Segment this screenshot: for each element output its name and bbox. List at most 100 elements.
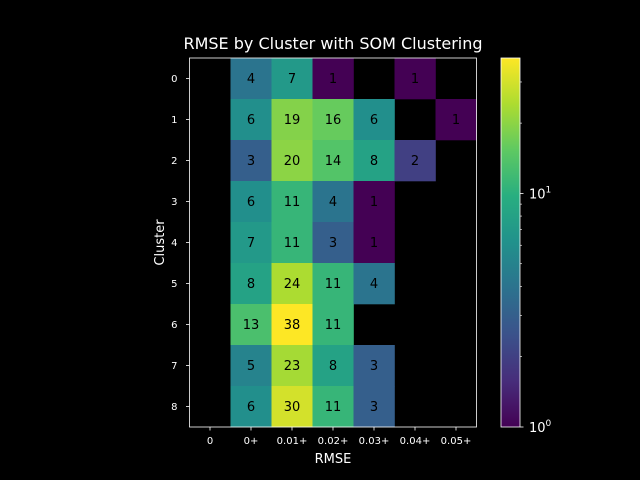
heatmap-cell	[230, 304, 272, 346]
heatmap-cell	[353, 99, 395, 141]
heatmap-cell	[230, 58, 272, 100]
colorbar-tick-label: 101	[529, 185, 551, 202]
heatmap-cell	[394, 140, 436, 182]
cell-value-label: 11	[325, 318, 342, 333]
colorbar: 100 101	[500, 57, 552, 436]
cell-value-label: 6	[247, 195, 255, 210]
cell-value-label: 14	[325, 154, 342, 169]
cell-value-label: 1	[370, 195, 378, 210]
y-axis-ticks: 0 1 2 3 4 5 6 7 8	[171, 74, 190, 413]
cell-value-label: 23	[284, 359, 301, 374]
cell-value-label: 6	[247, 400, 255, 415]
cell-value-label: 7	[247, 236, 255, 251]
cell-value-label: 4	[247, 72, 255, 87]
heatmap-cell	[353, 345, 395, 387]
x-tick-label: 0.03+	[359, 436, 390, 447]
heatmap-cell	[353, 140, 395, 182]
cell-value-label: 19	[284, 113, 301, 128]
chart-title: RMSE by Cluster with SOM Clustering	[183, 34, 482, 53]
heatmap-cell	[312, 386, 354, 428]
colorbar-gradient	[501, 58, 520, 427]
cell-value-label: 2	[411, 154, 419, 169]
cell-value-label: 11	[284, 195, 301, 210]
y-axis-label: Cluster	[153, 219, 168, 266]
x-axis-ticks: 0 0+ 0.01+ 0.02+ 0.03+ 0.04+ 0.05+	[207, 427, 472, 447]
cell-value-label: 11	[325, 400, 342, 415]
cell-value-label: 3	[370, 400, 378, 415]
cell-value-label: 3	[247, 154, 255, 169]
heatmap-cell	[230, 99, 272, 141]
y-tick-label: 6	[171, 320, 177, 331]
cell-value-label: 20	[284, 154, 301, 169]
heatmap-cell	[271, 263, 313, 305]
heatmap-cell	[312, 263, 354, 305]
x-axis-label: RMSE	[315, 452, 352, 467]
x-tick-label: 0.02+	[318, 436, 349, 447]
heatmap-cell	[230, 345, 272, 387]
cell-value-label: 1	[370, 236, 378, 251]
x-tick-label: 0+	[244, 436, 259, 447]
heatmap-cell	[312, 181, 354, 223]
heatmap-cell	[230, 140, 272, 182]
cell-value-label: 4	[329, 195, 337, 210]
heatmap-cell	[312, 58, 354, 100]
cell-value-label: 4	[370, 277, 378, 292]
heatmap-cell	[353, 263, 395, 305]
cell-value-label: 3	[329, 236, 337, 251]
heatmap-cells	[230, 58, 477, 428]
heatmap-cell	[271, 345, 313, 387]
x-tick-label: 0.01+	[277, 436, 308, 447]
heatmap-cell	[353, 386, 395, 428]
x-tick-label: 0.05+	[441, 436, 472, 447]
heatmap-cell	[271, 99, 313, 141]
x-tick-label: 0.04+	[400, 436, 431, 447]
y-tick-label: 5	[171, 279, 177, 290]
cell-value-label: 16	[325, 113, 342, 128]
cell-value-label: 8	[329, 359, 337, 374]
colorbar-ticks: 100 101	[520, 185, 552, 436]
y-tick-label: 1	[171, 115, 177, 126]
heatmap-cell-labels: 4 7 1 16 19 16 6 13 20 14 8 26 11 4 17 11 3 18 24 11 413 38 11…	[243, 72, 460, 415]
cell-value-label: 8	[370, 154, 378, 169]
heatmap-cell	[435, 99, 477, 141]
cell-value-label: 1	[411, 72, 419, 87]
heatmap-cell	[312, 99, 354, 141]
heatmap-cell	[353, 181, 395, 223]
y-tick-label: 2	[171, 156, 177, 167]
heatmap-cell	[271, 58, 313, 100]
cell-value-label: 30	[284, 400, 301, 415]
heatmap-cell	[230, 263, 272, 305]
colorbar-frame	[500, 57, 521, 428]
heatmap-cell	[271, 386, 313, 428]
cell-value-label: 6	[370, 113, 378, 128]
heatmap-cell	[271, 140, 313, 182]
cell-value-label: 8	[247, 277, 255, 292]
cell-value-label: 38	[284, 318, 301, 333]
colorbar-tick-label: 100	[529, 419, 552, 436]
cell-value-label: 1	[452, 113, 460, 128]
heatmap-cell	[312, 140, 354, 182]
cell-value-label: 24	[284, 277, 301, 292]
heatmap-cell	[394, 58, 436, 100]
heatmap-cell	[271, 181, 313, 223]
cell-value-label: 13	[243, 318, 260, 333]
cell-value-label: 11	[325, 277, 342, 292]
heatmap-cell	[230, 181, 272, 223]
cell-value-label: 5	[247, 359, 255, 374]
y-tick-label: 0	[171, 74, 177, 85]
x-tick-label: 0	[207, 436, 213, 447]
colorbar-minor-ticks	[520, 81, 522, 357]
heatmap-cell	[312, 345, 354, 387]
heatmap-cell	[230, 386, 272, 428]
heatmap-cell	[271, 222, 313, 264]
y-tick-label: 4	[171, 238, 177, 249]
heatmap-cell	[271, 304, 313, 346]
cell-value-label: 11	[284, 236, 301, 251]
cell-value-label: 1	[329, 72, 337, 87]
y-tick-label: 7	[171, 361, 177, 372]
heatmap-cell	[312, 304, 354, 346]
cell-value-label: 6	[247, 113, 255, 128]
heatmap-cell	[230, 222, 272, 264]
y-tick-label: 8	[171, 402, 177, 413]
